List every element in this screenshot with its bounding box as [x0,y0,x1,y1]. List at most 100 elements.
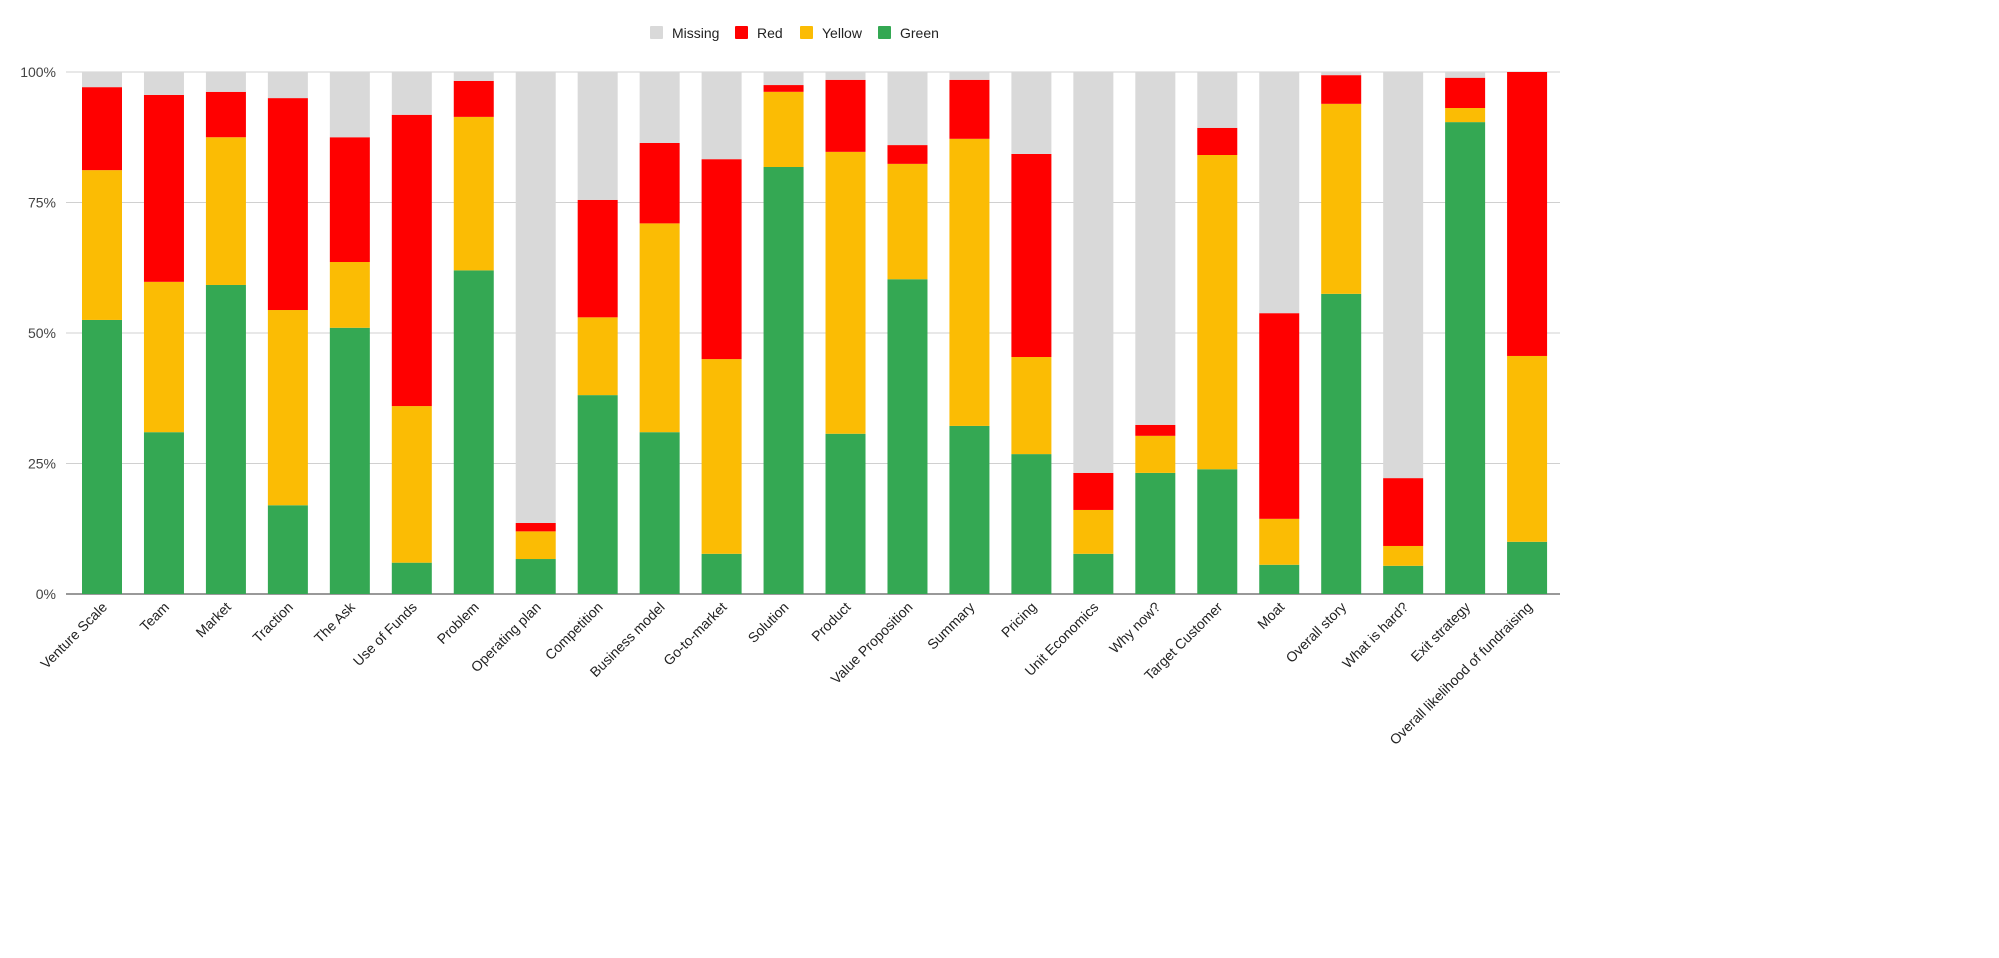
bar-segment-green [825,433,866,594]
legend-swatch [878,26,891,39]
bar-segment-red [577,199,618,318]
bar-segment-missing [515,72,556,524]
legend: Missing Red Yellow Green [650,25,939,41]
bar-segment-red [82,87,122,171]
bar-segment-missing [329,72,370,138]
bars [82,72,1548,594]
bar-segment-missing [391,72,432,115]
bar-segment-missing [1197,72,1238,128]
bar-segment-missing [1445,72,1486,78]
bar-segment-missing [949,72,990,80]
bar-segment-missing [1073,72,1114,473]
x-tick-label: Solution [745,599,792,646]
bar-segment-green [205,284,246,594]
bar-segment-yellow [82,170,122,320]
bar-segment-red [1197,127,1238,155]
x-tick-label: Overall story [1282,599,1349,666]
x-tick-label: Summary [924,599,978,653]
bar-segment-green [143,432,184,594]
legend-label: Yellow [822,25,863,41]
bar-segment-red [515,523,556,532]
x-tick-label: Use of Funds [350,599,420,669]
bar-segment-green [1321,293,1362,594]
bar-segment-missing [453,72,494,81]
bar-segment-red [1259,313,1300,519]
bar-segment-missing [1135,72,1176,425]
bar-segment-red [205,91,246,138]
bar-segment-green [515,559,556,594]
x-axis: Venture Scale Team Market Traction The AskUs… [37,598,1535,748]
y-axis: 0% 25% 50% 75% 100% [20,64,56,602]
x-tick-label: Product [808,599,854,645]
bar-segment-green [1011,454,1052,594]
bar-segment-red [1383,478,1424,546]
bar-segment-missing [1259,72,1300,314]
bar-segment-green [1073,553,1114,594]
x-tick-label: Competition [542,599,606,663]
x-tick-label: Market [192,599,234,641]
bar-segment-yellow [1135,435,1176,473]
y-tick-label: 50% [28,325,56,341]
bar-segment-missing [577,72,618,200]
bar-segment-yellow [1321,103,1362,294]
bar-segment-green [763,167,804,594]
x-tick-label: The Ask [311,598,359,646]
bar-segment-yellow [1073,509,1114,554]
bar-segment-yellow [825,151,866,434]
legend-swatch [735,26,748,39]
bar-segment-red [1135,424,1176,436]
x-tick-label: Pricing [998,599,1040,641]
bar-segment-green [453,270,494,594]
legend-label: Red [757,25,783,41]
bar-segment-green [639,432,680,594]
bar-segment-yellow [1259,518,1300,565]
legend-label: Green [900,25,939,41]
bar-segment-missing [205,72,246,92]
bar-segment-red [701,159,742,360]
bar-segment-yellow [267,310,308,506]
bar-segment-green [1507,541,1548,594]
bar-segment-red [1011,153,1052,358]
bar-segment-yellow [205,137,246,285]
bar-segment-missing [82,72,122,88]
x-tick-label: Why now? [1106,599,1164,657]
legend-swatch [800,26,813,39]
bar-segment-yellow [453,116,494,271]
x-tick-label: Moat [1254,599,1287,632]
bar-segment-yellow [639,223,680,433]
bar-segment-missing [825,72,866,80]
y-tick-label: 0% [36,586,56,602]
bar-segment-green [1197,469,1238,594]
bar-segment-missing [639,72,680,143]
bar-segment-green [701,553,742,594]
bar-segment-yellow [1383,545,1424,566]
x-tick-label: Traction [249,599,296,646]
bar-segment-green [949,425,990,594]
bar-segment-green [887,279,928,594]
bar-segment-green [391,562,432,594]
bar-segment-yellow [515,531,556,560]
bar-segment-red [825,79,866,152]
x-tick-label: Go-to-market [660,599,730,669]
y-tick-label: 75% [28,195,56,211]
y-tick-label: 25% [28,456,56,472]
bar-segment-green [1445,122,1486,594]
bar-segment-yellow [391,406,432,563]
bar-segment-red [639,142,680,224]
bar-segment-yellow [143,281,184,433]
bar-segment-green [329,327,370,594]
bar-segment-missing [1383,72,1424,479]
gridlines [66,71,1560,595]
x-tick-label: Exit strategy [1407,599,1473,665]
bar-segment-red [1445,77,1486,109]
bar-segment-red [391,114,432,407]
bar-segment-yellow [1507,355,1548,542]
bar-segment-red [1507,72,1548,356]
bar-segment-red [453,80,494,117]
bar-segment-green [267,505,308,594]
bar-segment-red [887,145,928,164]
bar-segment-yellow [329,262,370,328]
bar-segment-green [1383,565,1424,594]
bar-segment-red [1321,75,1362,104]
x-tick-label: What is hard? [1339,599,1412,672]
